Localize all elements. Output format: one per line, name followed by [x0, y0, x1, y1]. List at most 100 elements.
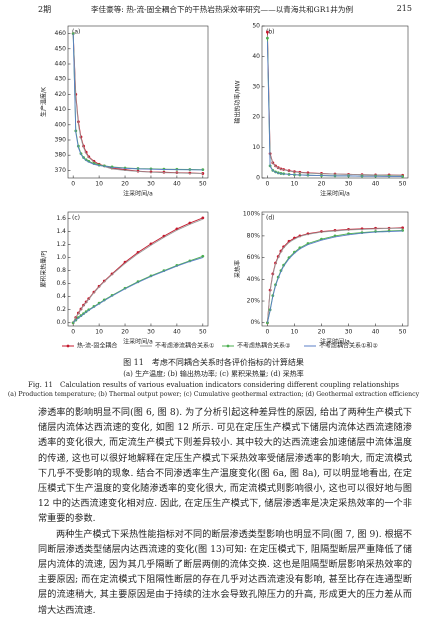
- x-tick-label: 50: [399, 329, 407, 336]
- y-tick-label: 1.4: [56, 228, 66, 235]
- y-tick-label: 1.0: [56, 254, 66, 261]
- x-tick-label: 0: [71, 181, 75, 188]
- legend-label: 热-流-固全耦合: [77, 342, 117, 350]
- x-tick-label: 10: [95, 181, 103, 188]
- plot-frame: [67, 25, 209, 179]
- x-axis-label: 注采时间/a: [320, 338, 350, 346]
- point: [97, 284, 101, 288]
- x-tick-label: 40: [372, 181, 380, 188]
- caption-cn: 图 11 考虑不同耦合关系时各评价指标的计算结果: [123, 358, 304, 367]
- x-tick-label: 0: [265, 181, 269, 188]
- y-tick-label: 80%: [247, 232, 261, 239]
- series-line: [72, 218, 203, 323]
- y-tick-label: 0: [256, 175, 260, 182]
- series-line: [266, 227, 403, 323]
- point: [71, 32, 75, 35]
- x-tick-label: 50: [199, 329, 207, 336]
- point: [201, 254, 205, 258]
- y-tick-label: 0.6: [56, 280, 66, 287]
- y-tick-label: 420: [55, 91, 67, 98]
- plot-frame: [67, 211, 209, 327]
- subcaption-en: (a) Production temperature; (b) Thermal …: [7, 391, 420, 398]
- x-axis-label: 注采时间/a: [123, 190, 153, 198]
- x-tick-label: 30: [345, 329, 353, 336]
- y-tick-label: 390: [55, 137, 67, 144]
- x-tick-label: 20: [318, 181, 326, 188]
- y-tick-label: 30: [252, 83, 260, 90]
- x-tick-label: 0: [265, 329, 269, 336]
- panel-label: (d): [266, 215, 275, 222]
- point: [201, 172, 205, 175]
- y-tick-label: 20%: [247, 298, 261, 305]
- paragraph: 渗透率的影响明显不同(图 6, 图 8). 为了分析引起这种差异性的原因, 给出…: [38, 408, 412, 525]
- y-tick-label: 0%: [250, 319, 260, 326]
- y-axis-label: 生产温度/K: [40, 86, 48, 117]
- caption-en: Fig. 11 Calculation results of various e…: [28, 381, 399, 389]
- panel-label: (c): [72, 215, 80, 222]
- x-tick-label: 30: [147, 181, 155, 188]
- legend-label: 不考虑耦合关系①和②: [319, 342, 378, 350]
- point: [266, 36, 269, 40]
- y-tick-label: 440: [55, 61, 67, 68]
- x-tick-label: 30: [345, 181, 353, 188]
- series-line: [72, 33, 203, 174]
- x-tick-label: 20: [318, 329, 326, 336]
- y-axis-label: 输出热功率/MW: [234, 80, 242, 123]
- y-tick-label: 410: [55, 106, 67, 113]
- y-tick-label: 0.8: [56, 267, 66, 274]
- y-tick-label: 40%: [247, 276, 261, 283]
- series-line: [266, 32, 403, 176]
- panel-label: (b): [266, 29, 275, 36]
- panel-label: (a): [72, 29, 80, 36]
- point: [401, 175, 404, 178]
- series-line: [266, 41, 403, 177]
- series-line: [266, 35, 403, 176]
- y-tick-label: 60%: [247, 254, 261, 261]
- paragraph: 两种生产模式下采热性能指标对不同的断层渗透类型影响也明显不同(图 7, 图 9)…: [38, 529, 412, 616]
- x-tick-label: 30: [147, 329, 155, 336]
- header-page: 215: [396, 4, 412, 13]
- x-tick-label: 10: [291, 329, 299, 336]
- y-tick-label: 50: [252, 23, 260, 30]
- subcaption-cn: (a) 生产温度; (b) 输出热功率; (c) 累积采热量; (d) 采热率: [123, 370, 304, 378]
- x-tick-label: 20: [121, 329, 129, 336]
- x-tick-label: 40: [372, 329, 380, 336]
- x-axis-label: 注采时间/a: [123, 338, 153, 346]
- x-tick-label: 10: [291, 181, 299, 188]
- y-tick-label: 100%: [243, 211, 260, 218]
- x-tick-label: 20: [121, 181, 129, 188]
- y-tick-label: 380: [55, 152, 67, 159]
- y-tick-label: 1.6: [56, 215, 66, 222]
- legend-label: 不考虑渗流耦合关系①: [155, 342, 214, 350]
- series-line: [72, 33, 203, 171]
- y-tick-label: 460: [55, 30, 67, 37]
- y-axis-label: 累积采热量/PJ: [40, 250, 48, 288]
- x-tick-label: 40: [173, 181, 181, 188]
- y-tick-label: 10: [252, 144, 260, 151]
- y-axis-label: 采热率: [234, 260, 242, 278]
- y-tick-label: 1.2: [56, 241, 66, 248]
- series-line: [266, 227, 403, 323]
- body-text: 渗透率的影响明显不同(图 6, 图 8). 为了分析引起这种差异性的原因, 给出…: [38, 406, 412, 619]
- header-issue: 2期: [38, 5, 52, 14]
- y-tick-label: 0.4: [56, 293, 66, 300]
- point: [201, 216, 205, 220]
- y-tick-label: 450: [55, 45, 67, 52]
- point: [266, 30, 269, 34]
- x-tick-label: 50: [399, 181, 407, 188]
- y-tick-label: 370: [55, 167, 67, 174]
- series-line: [72, 33, 203, 171]
- series-line: [72, 257, 203, 324]
- x-axis-label: 注采时间/a: [320, 190, 350, 198]
- plot-frame: [261, 211, 409, 327]
- y-tick-label: 430: [55, 76, 67, 83]
- series-line: [266, 38, 403, 177]
- legend-marker: [226, 344, 230, 348]
- y-tick-label: 0.2: [56, 306, 66, 313]
- series-line: [72, 33, 203, 174]
- y-tick-label: 0.0: [56, 319, 66, 326]
- point: [102, 279, 106, 283]
- x-tick-label: 0: [71, 329, 75, 336]
- x-tick-label: 10: [95, 329, 103, 336]
